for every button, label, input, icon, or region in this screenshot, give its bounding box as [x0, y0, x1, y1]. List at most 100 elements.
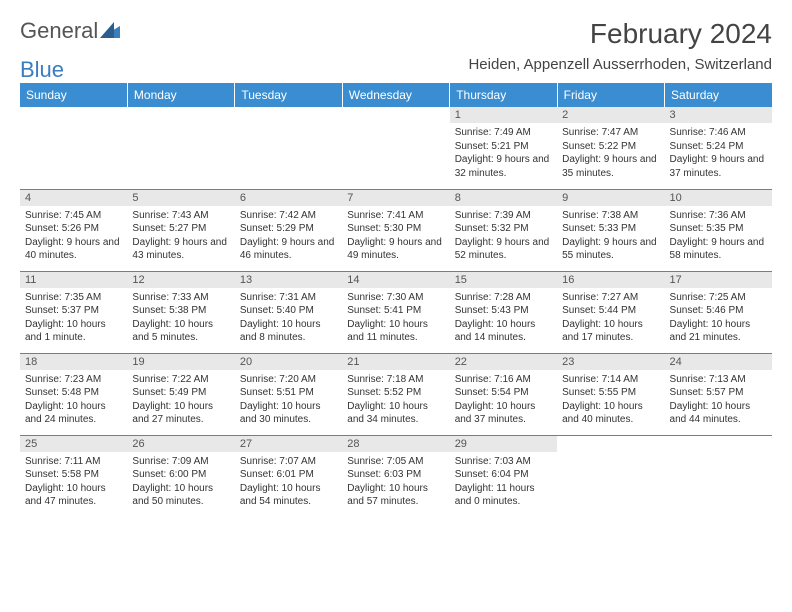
- day-details: Sunrise: 7:03 AMSunset: 6:04 PMDaylight:…: [450, 452, 557, 513]
- calendar-body: 1Sunrise: 7:49 AMSunset: 5:21 PMDaylight…: [20, 107, 772, 517]
- daylight-line: Daylight: 10 hours and 11 minutes.: [347, 318, 444, 345]
- calendar-day-cell: 4Sunrise: 7:45 AMSunset: 5:26 PMDaylight…: [20, 189, 127, 271]
- sunrise-line: Sunrise: 7:49 AM: [455, 126, 552, 140]
- calendar-day-cell: 16 Sunrise: 7:27 AMSunset: 5:44 PMDayligh…: [557, 271, 664, 353]
- column-header: Friday: [557, 83, 664, 107]
- calendar-day-cell: 2Sunrise: 7:47 AMSunset: 5:22 PMDaylight…: [557, 107, 664, 189]
- calendar-day-cell: 19Sunrise: 7:22 AMSunset: 5:49 PMDayligh…: [127, 353, 234, 435]
- sunset-line: Sunset: 5:37 PM: [25, 304, 122, 318]
- day-number: 26: [127, 436, 234, 452]
- day-details: Sunrise: 7:42 AMSunset: 5:29 PMDaylight:…: [235, 206, 342, 267]
- calendar-day-cell: 20Sunrise: 7:20 AMSunset: 5:51 PMDayligh…: [235, 353, 342, 435]
- sunrise-line: Sunrise: 7:16 AM: [455, 373, 552, 387]
- logo: General: [20, 18, 122, 44]
- daylight-line: Daylight: 10 hours and 57 minutes.: [347, 482, 444, 509]
- day-number: [665, 436, 772, 452]
- calendar-day-cell: [20, 107, 127, 189]
- calendar-day-cell: 3Sunrise: 7:46 AMSunset: 5:24 PMDaylight…: [665, 107, 772, 189]
- day-number: 3: [665, 107, 772, 123]
- day-number: 21: [342, 354, 449, 370]
- sunrise-line: Sunrise: 7:27 AM: [562, 291, 659, 305]
- daylight-line: Daylight: 9 hours and 52 minutes.: [455, 236, 552, 263]
- logalblue-icon: [100, 22, 122, 40]
- sunset-line: Sunset: 6:01 PM: [240, 468, 337, 482]
- sunrise-line: Sunrise: 7:11 AM: [25, 455, 122, 469]
- sunset-line: Sunset: 6:00 PM: [132, 468, 229, 482]
- daylight-line: Daylight: 10 hours and 47 minutes.: [25, 482, 122, 509]
- day-number: 20: [235, 354, 342, 370]
- calendar-week-row: 4Sunrise: 7:45 AMSunset: 5:26 PMDaylight…: [20, 189, 772, 271]
- day-details: Sunrise: 7:11 AMSunset: 5:58 PMDaylight:…: [20, 452, 127, 513]
- calendar-day-cell: 14Sunrise: 7:30 AMSunset: 5:41 PMDayligh…: [342, 271, 449, 353]
- sunrise-line: Sunrise: 7:33 AM: [132, 291, 229, 305]
- sunset-line: Sunset: 5:43 PM: [455, 304, 552, 318]
- day-details: Sunrise: 7:39 AMSunset: 5:32 PMDaylight:…: [450, 206, 557, 267]
- sunset-line: Sunset: 5:51 PM: [240, 386, 337, 400]
- logo-text-2: Blue: [20, 57, 64, 83]
- column-header: Thursday: [450, 83, 557, 107]
- calendar-day-cell: 27Sunrise: 7:07 AMSunset: 6:01 PMDayligh…: [235, 435, 342, 517]
- calendar-day-cell: [665, 435, 772, 517]
- calendar-table: SundayMondayTuesdayWednesdayThursdayFrid…: [20, 83, 772, 517]
- day-details: Sunrise: 7:22 AMSunset: 5:49 PMDaylight:…: [127, 370, 234, 431]
- daylight-line: Daylight: 10 hours and 34 minutes.: [347, 400, 444, 427]
- sunset-line: Sunset: 5:44 PM: [562, 304, 659, 318]
- sunrise-line: Sunrise: 7:28 AM: [455, 291, 552, 305]
- sunrise-line: Sunrise: 7:03 AM: [455, 455, 552, 469]
- day-number: 5: [127, 190, 234, 206]
- calendar-day-cell: [557, 435, 664, 517]
- calendar-header-row: SundayMondayTuesdayWednesdayThursdayFrid…: [20, 83, 772, 107]
- day-number: 28: [342, 436, 449, 452]
- column-header: Wednesday: [342, 83, 449, 107]
- daylight-line: Daylight: 11 hours and 0 minutes.: [455, 482, 552, 509]
- daylight-line: Daylight: 9 hours and 32 minutes.: [455, 153, 552, 180]
- day-number: 13: [235, 272, 342, 288]
- daylight-line: Daylight: 9 hours and 55 minutes.: [562, 236, 659, 263]
- calendar-day-cell: [342, 107, 449, 189]
- calendar-day-cell: 17Sunrise: 7:25 AMSunset: 5:46 PMDayligh…: [665, 271, 772, 353]
- sunset-line: Sunset: 5:46 PM: [670, 304, 767, 318]
- calendar-day-cell: 12Sunrise: 7:33 AMSunset: 5:38 PMDayligh…: [127, 271, 234, 353]
- sunrise-line: Sunrise: 7:41 AM: [347, 209, 444, 223]
- sunrise-line: Sunrise: 7:13 AM: [670, 373, 767, 387]
- daylight-line: Daylight: 10 hours and 30 minutes.: [240, 400, 337, 427]
- location: Heiden, Appenzell Ausserrhoden, Switzerl…: [468, 56, 772, 73]
- sunset-line: Sunset: 6:04 PM: [455, 468, 552, 482]
- day-number: 2: [557, 107, 664, 123]
- sunrise-line: Sunrise: 7:35 AM: [25, 291, 122, 305]
- calendar-day-cell: 8Sunrise: 7:39 AMSunset: 5:32 PMDaylight…: [450, 189, 557, 271]
- day-details: Sunrise: 7:46 AMSunset: 5:24 PMDaylight:…: [665, 123, 772, 184]
- sunrise-line: Sunrise: 7:43 AM: [132, 209, 229, 223]
- day-number: 1: [450, 107, 557, 123]
- daylight-line: Daylight: 10 hours and 17 minutes.: [562, 318, 659, 345]
- column-header: Saturday: [665, 83, 772, 107]
- day-details: Sunrise: 7:31 AMSunset: 5:40 PMDaylight:…: [235, 288, 342, 349]
- sunrise-line: Sunrise: 7:38 AM: [562, 209, 659, 223]
- day-number: 9: [557, 190, 664, 206]
- sunrise-line: Sunrise: 7:39 AM: [455, 209, 552, 223]
- day-details: Sunrise: 7:45 AMSunset: 5:26 PMDaylight:…: [20, 206, 127, 267]
- sunrise-line: Sunrise: 7:09 AM: [132, 455, 229, 469]
- day-number: 7: [342, 190, 449, 206]
- calendar-day-cell: 7Sunrise: 7:41 AMSunset: 5:30 PMDaylight…: [342, 189, 449, 271]
- sunset-line: Sunset: 5:55 PM: [562, 386, 659, 400]
- calendar-day-cell: 22Sunrise: 7:16 AMSunset: 5:54 PMDayligh…: [450, 353, 557, 435]
- day-details: [557, 452, 664, 459]
- day-number: 15: [450, 272, 557, 288]
- sunset-line: Sunset: 5:21 PM: [455, 140, 552, 154]
- sunset-line: Sunset: 5:49 PM: [132, 386, 229, 400]
- calendar-day-cell: 28Sunrise: 7:05 AMSunset: 6:03 PMDayligh…: [342, 435, 449, 517]
- sunset-line: Sunset: 5:40 PM: [240, 304, 337, 318]
- day-number: [557, 436, 664, 452]
- header: General February 2024: [20, 18, 772, 54]
- day-number: 19: [127, 354, 234, 370]
- calendar-day-cell: 10Sunrise: 7:36 AMSunset: 5:35 PMDayligh…: [665, 189, 772, 271]
- day-number: 16: [557, 272, 664, 288]
- sunrise-line: Sunrise: 7:18 AM: [347, 373, 444, 387]
- calendar-day-cell: 26Sunrise: 7:09 AMSunset: 6:00 PMDayligh…: [127, 435, 234, 517]
- day-details: Sunrise: 7:33 AMSunset: 5:38 PMDaylight:…: [127, 288, 234, 349]
- day-details: Sunrise: 7:13 AMSunset: 5:57 PMDaylight:…: [665, 370, 772, 431]
- sunrise-line: Sunrise: 7:42 AM: [240, 209, 337, 223]
- calendar-week-row: 1 Sunrise: 7:49 AMSunset: 5:21 PMDaylight…: [20, 107, 772, 189]
- day-number: [342, 107, 449, 123]
